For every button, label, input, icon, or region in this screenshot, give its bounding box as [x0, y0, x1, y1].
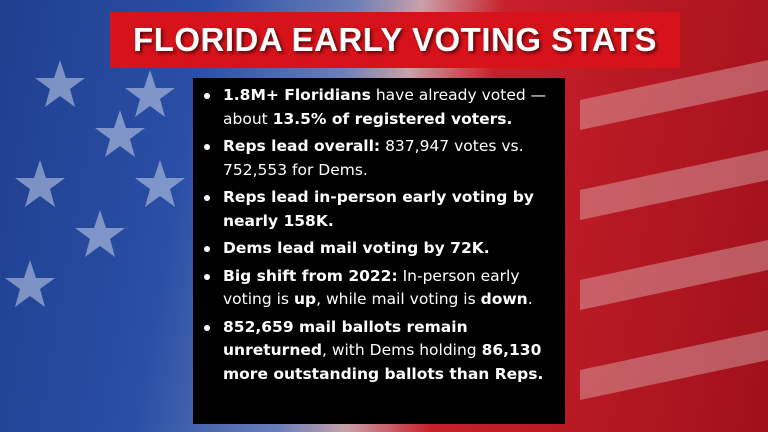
bullet: Big shift from 2022: In-person early vot… — [204, 265, 551, 312]
bold-text: down — [480, 290, 528, 308]
bold-text: 13.5% of registered voters. — [272, 109, 513, 128]
text: In-person early voting is — [223, 266, 520, 309]
text: have already voted — about — [223, 86, 547, 128]
bold-text: Reps lead overall: — [223, 137, 381, 155]
title: FLORIDA EARLY VOTING STATS — [133, 21, 657, 58]
text: , with Dems holding — [321, 341, 482, 359]
bold-text: Reps lead in-person early voting by near… — [223, 188, 534, 230]
text: 837,947 votes vs. 752,553 for Dems. — [223, 137, 524, 179]
title-banner: FLORIDA EARLY VOTING STATS — [110, 12, 680, 68]
bullet-list: 1.8M+ Floridians have already voted — ab… — [204, 84, 551, 387]
bold-text: 86,130 more outstanding ballots than Rep… — [223, 341, 544, 383]
bold-text: up — [293, 290, 317, 308]
bullet: Dems lead mail voting by 72K. — [204, 237, 551, 261]
bullet: Reps lead in-person early voting by near… — [204, 186, 551, 233]
stats-panel: 1.8M+ Floridians have already voted — ab… — [193, 78, 565, 424]
text: , while mail voting is — [316, 290, 481, 308]
bullet: Reps lead overall: 837,947 votes vs. 752… — [204, 135, 551, 182]
bullet: 852,659 mail ballots remain unreturned, … — [204, 316, 551, 387]
bold-text: Dems lead mail voting by 72K. — [223, 239, 490, 257]
bullet: 1.8M+ Floridians have already voted — ab… — [204, 84, 551, 131]
bold-text: Big shift from 2022: — [223, 266, 398, 285]
bold-text: 852,659 mail ballots remain unreturned — [223, 317, 468, 360]
text: . — [527, 290, 533, 308]
bold-text: 1.8M+ Floridians — [223, 86, 371, 104]
